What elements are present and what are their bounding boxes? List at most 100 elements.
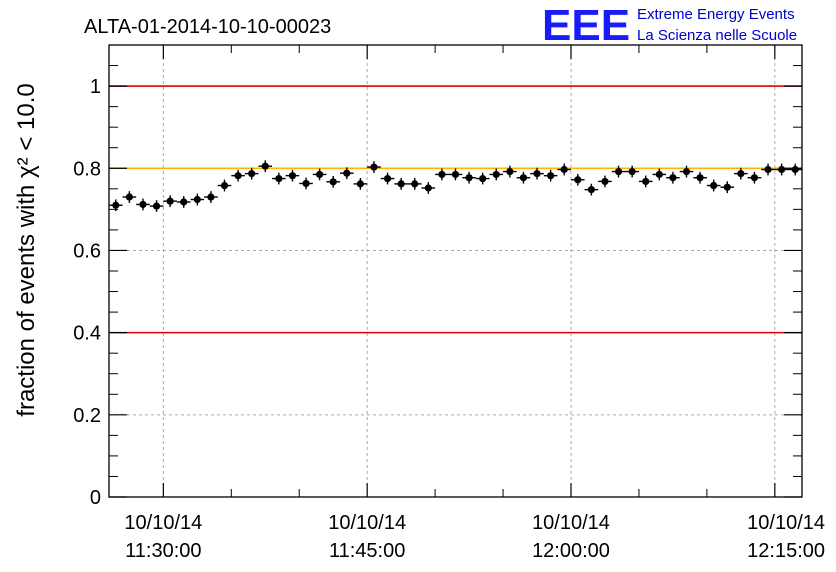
- data-point: [204, 191, 218, 203]
- data-marker: [329, 178, 337, 186]
- x-axis: 10/10/14 11:30:00 10/10/14 11:45:00 10/10/14…: [124, 45, 825, 562]
- data-marker: [533, 170, 541, 178]
- y-axis: 0 0.2 0.4 0.6 0.8 1: [73, 65, 802, 509]
- data-marker: [465, 174, 473, 182]
- data-point: [136, 198, 150, 211]
- data-point: [285, 169, 300, 182]
- data-marker: [492, 170, 500, 179]
- data-marker: [397, 180, 405, 188]
- grid: [109, 45, 802, 497]
- data-marker: [587, 186, 595, 194]
- data-marker: [438, 170, 446, 179]
- logo-line-2: La Scienza nelle Scuole: [637, 27, 797, 44]
- data-point: [231, 169, 245, 182]
- data-point: [462, 171, 476, 184]
- data-point: [258, 160, 273, 173]
- data-point: [190, 193, 205, 206]
- data-marker: [696, 174, 704, 182]
- y-tick-label: 0: [90, 487, 101, 509]
- data-marker: [778, 165, 786, 174]
- data-point: [679, 165, 694, 178]
- data-point: [326, 175, 341, 188]
- x-tick-time-label: 12:15:00: [747, 540, 825, 562]
- data-marker: [791, 165, 799, 174]
- data-marker: [601, 177, 609, 186]
- y-tick-label: 0.8: [73, 158, 101, 180]
- data-point: [353, 178, 368, 190]
- data-point: [747, 171, 762, 184]
- data-point: [774, 163, 789, 176]
- data-point: [557, 163, 572, 176]
- data-marker: [669, 174, 677, 182]
- y-tick-label: 0.4: [73, 323, 101, 345]
- data-marker: [234, 172, 242, 180]
- data-marker: [152, 202, 161, 210]
- data-point: [761, 163, 775, 176]
- x-tick-time-label: 11:30:00: [125, 540, 201, 562]
- data-marker: [519, 174, 528, 182]
- data-marker: [710, 181, 718, 190]
- data-marker: [316, 170, 324, 179]
- chart-title: ALTA-01-2014-10-10-00023: [84, 16, 331, 38]
- data-point: [570, 173, 585, 186]
- data-marker: [682, 167, 691, 176]
- data-marker: [451, 170, 460, 179]
- data-marker: [261, 162, 269, 170]
- data-point: [176, 196, 191, 208]
- data-point: [638, 175, 653, 188]
- data-marker: [343, 169, 351, 177]
- y-axis-label: fraction of events with χ² < 10.0: [13, 83, 40, 416]
- data-point: [611, 165, 626, 178]
- data-point: [312, 168, 327, 181]
- data-marker: [383, 174, 392, 183]
- data-point: [516, 171, 531, 184]
- data-point: [299, 177, 313, 190]
- data-marker: [193, 195, 201, 204]
- data-marker: [642, 177, 650, 186]
- data-point: [217, 179, 232, 192]
- data-marker: [574, 176, 582, 184]
- data-point: [380, 172, 395, 185]
- data-marker: [302, 179, 310, 188]
- eee-logo: EEE Extreme Energy Events La Scienza nel…: [542, 1, 797, 50]
- y-tick-label: 0.2: [73, 405, 101, 427]
- data-point: [163, 195, 177, 208]
- data-marker: [479, 174, 487, 183]
- x-tick-time-label: 11:45:00: [329, 540, 405, 562]
- data-marker: [750, 174, 759, 182]
- data-point: [435, 168, 449, 181]
- data-marker: [737, 170, 745, 178]
- data-point: [448, 168, 463, 181]
- data-marker: [560, 165, 568, 174]
- data-point: [394, 178, 408, 190]
- data-marker: [547, 172, 555, 180]
- data-marker: [180, 198, 188, 206]
- data-marker: [411, 180, 419, 188]
- data-marker: [628, 167, 636, 176]
- data-point: [339, 167, 354, 180]
- data-point: [407, 178, 422, 190]
- plot-frame: [108, 44, 803, 498]
- data-point: [734, 167, 748, 180]
- data-point: [584, 183, 599, 196]
- y-tick-label: 1: [90, 76, 101, 98]
- data-point: [706, 179, 721, 192]
- data-marker: [506, 167, 514, 176]
- data-point: [367, 161, 381, 173]
- x-tick-date-label: 10/10/14: [532, 512, 610, 534]
- y-tick-label: 0.6: [73, 240, 101, 262]
- data-point: [625, 165, 639, 178]
- x-tick-date-label: 10/10/14: [328, 512, 406, 534]
- data-marker: [370, 163, 378, 171]
- data-point: [788, 163, 803, 176]
- data-point: [598, 175, 612, 188]
- data-marker: [614, 167, 623, 176]
- data-point: [108, 199, 123, 212]
- data-marker: [112, 201, 120, 209]
- data-marker: [723, 183, 731, 191]
- data-marker: [139, 200, 147, 209]
- data-point: [122, 191, 137, 203]
- data-point: [272, 172, 286, 185]
- logo-mark: EEE: [542, 1, 630, 50]
- data-marker: [207, 193, 215, 201]
